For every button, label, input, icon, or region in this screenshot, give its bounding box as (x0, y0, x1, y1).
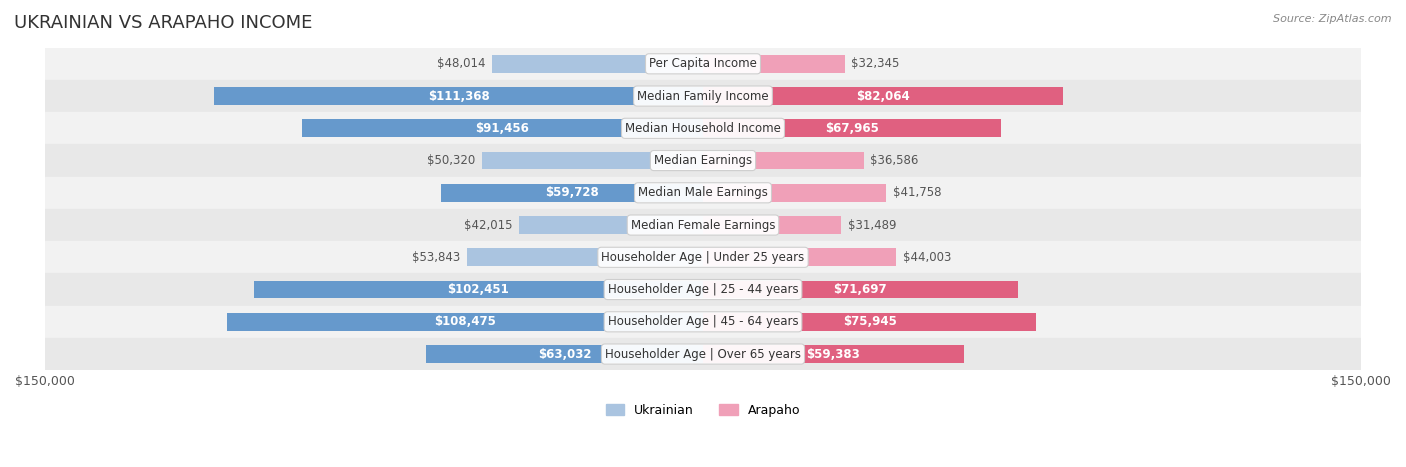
Text: $75,945: $75,945 (842, 315, 897, 328)
Text: Householder Age | 25 - 44 years: Householder Age | 25 - 44 years (607, 283, 799, 296)
Bar (703, 281, 1018, 298)
Text: $48,014: $48,014 (437, 57, 486, 71)
Bar (703, 184, 886, 202)
Bar (253, 281, 703, 298)
Text: $63,032: $63,032 (538, 347, 592, 361)
Bar (703, 248, 896, 266)
Text: $108,475: $108,475 (434, 315, 496, 328)
Text: $82,064: $82,064 (856, 90, 910, 103)
Bar (467, 248, 703, 266)
Text: $44,003: $44,003 (903, 251, 950, 264)
Bar (228, 313, 703, 331)
Text: Median Male Earnings: Median Male Earnings (638, 186, 768, 199)
Text: $59,728: $59,728 (546, 186, 599, 199)
Bar (45, 338, 1361, 370)
Bar (45, 80, 1361, 112)
Bar (703, 313, 1036, 331)
Bar (492, 55, 703, 73)
Text: $59,383: $59,383 (807, 347, 860, 361)
Bar (703, 120, 1001, 137)
Bar (45, 48, 1361, 80)
Text: $111,368: $111,368 (427, 90, 489, 103)
Bar (703, 345, 963, 363)
Bar (703, 216, 841, 234)
Bar (45, 241, 1361, 274)
Bar (45, 144, 1361, 177)
Text: UKRAINIAN VS ARAPAHO INCOME: UKRAINIAN VS ARAPAHO INCOME (14, 14, 312, 32)
Text: $102,451: $102,451 (447, 283, 509, 296)
Text: Median Female Earnings: Median Female Earnings (631, 219, 775, 232)
Text: $71,697: $71,697 (834, 283, 887, 296)
Text: $91,456: $91,456 (475, 122, 529, 135)
Bar (215, 87, 703, 105)
Text: Source: ZipAtlas.com: Source: ZipAtlas.com (1274, 14, 1392, 24)
Bar (45, 306, 1361, 338)
Text: $67,965: $67,965 (825, 122, 879, 135)
Text: $42,015: $42,015 (464, 219, 512, 232)
Text: $31,489: $31,489 (848, 219, 896, 232)
Text: Per Capita Income: Per Capita Income (650, 57, 756, 71)
Text: $36,586: $36,586 (870, 154, 918, 167)
Text: $32,345: $32,345 (852, 57, 900, 71)
Text: Median Family Income: Median Family Income (637, 90, 769, 103)
Bar (426, 345, 703, 363)
Bar (703, 55, 845, 73)
Bar (45, 209, 1361, 241)
Bar (482, 152, 703, 170)
Text: $41,758: $41,758 (893, 186, 941, 199)
Text: $53,843: $53,843 (412, 251, 460, 264)
Bar (703, 152, 863, 170)
Text: Median Earnings: Median Earnings (654, 154, 752, 167)
Text: Householder Age | 45 - 64 years: Householder Age | 45 - 64 years (607, 315, 799, 328)
Text: Householder Age | Under 25 years: Householder Age | Under 25 years (602, 251, 804, 264)
Bar (703, 87, 1063, 105)
Bar (45, 112, 1361, 144)
Bar (519, 216, 703, 234)
Bar (45, 177, 1361, 209)
Text: $50,320: $50,320 (427, 154, 475, 167)
Legend: Ukrainian, Arapaho: Ukrainian, Arapaho (600, 399, 806, 422)
Text: Householder Age | Over 65 years: Householder Age | Over 65 years (605, 347, 801, 361)
Bar (441, 184, 703, 202)
Bar (302, 120, 703, 137)
Text: Median Household Income: Median Household Income (626, 122, 780, 135)
Bar (45, 274, 1361, 306)
